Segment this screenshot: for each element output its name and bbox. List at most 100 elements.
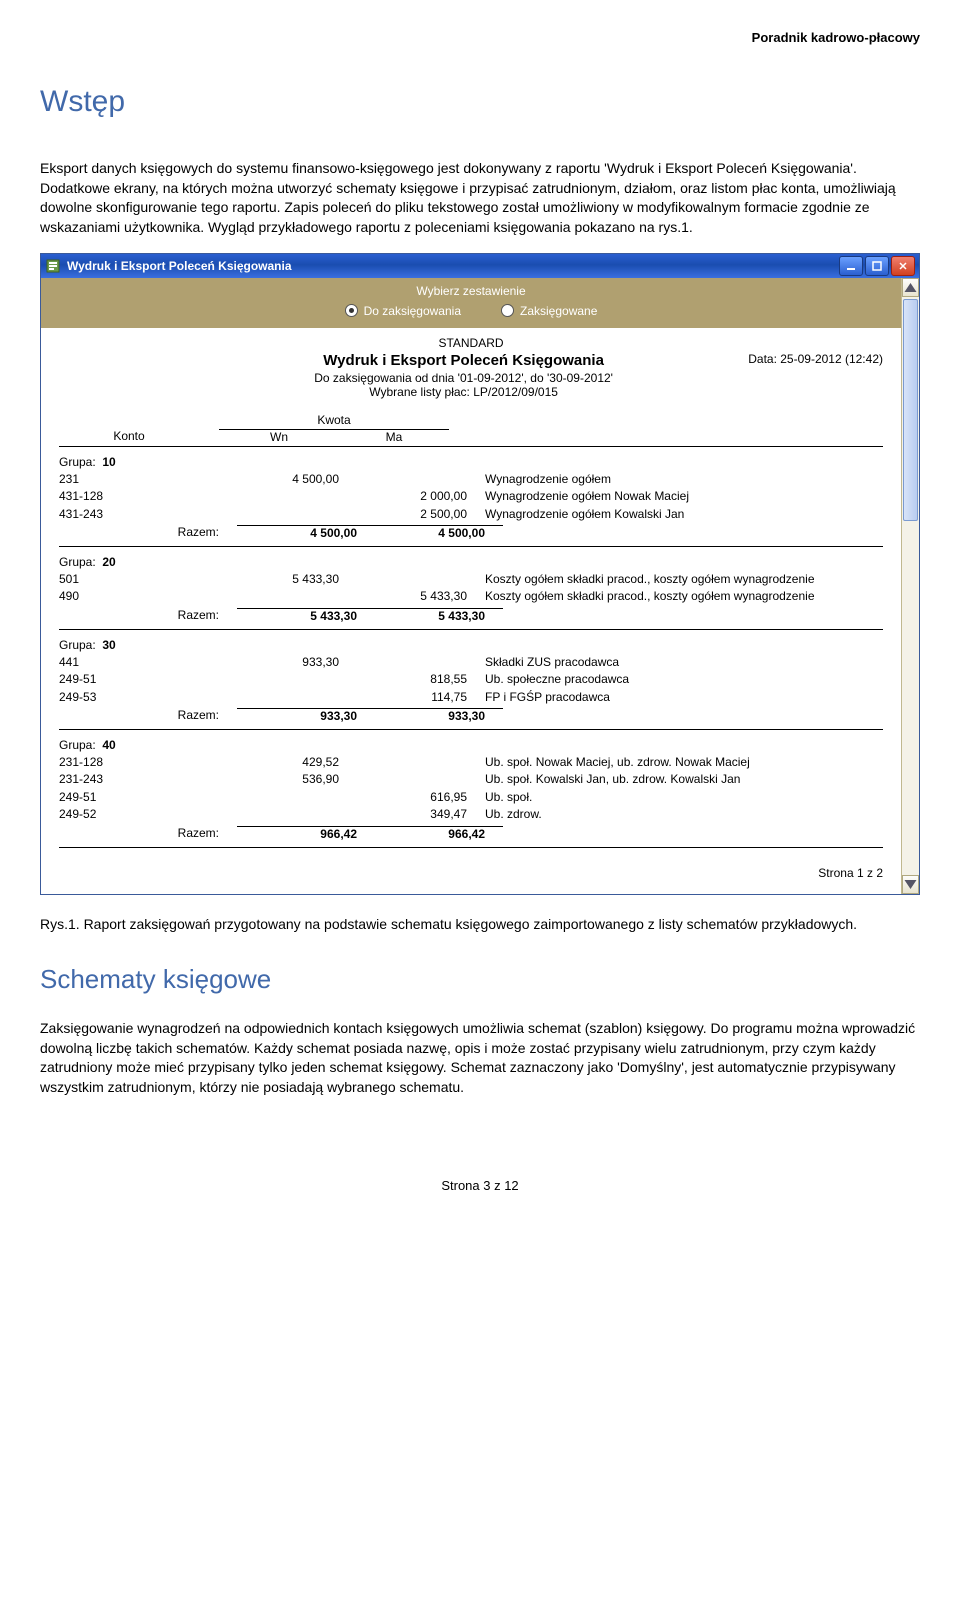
group-separator — [59, 546, 883, 547]
report-standard: STANDARD — [59, 336, 883, 350]
table-row: 431-128 2 000,00Wynagrodzenie ogółem Nowa… — [59, 488, 883, 505]
report-subtitle-range: Do zaksięgowania od dnia '01-09-2012', d… — [179, 371, 748, 385]
table-row: 431-2432 500,00Wynagrodzenie ogółem Kowa… — [59, 506, 883, 523]
document-header: Poradnik kadrowo-płacowy — [40, 30, 920, 45]
heading-intro: Wstęp — [40, 85, 920, 119]
cell-wn: 429,52 — [219, 754, 357, 771]
cell-ma: 2 000,00 — [357, 488, 485, 505]
heading-schemas: Schematy księgowe — [40, 964, 920, 995]
table-row: 231-243536,90 Ub. społ. Kowalski Jan, ub.… — [59, 771, 883, 788]
scroll-down-button[interactable] — [902, 875, 919, 894]
close-button[interactable] — [891, 256, 915, 276]
radio-to-post[interactable]: Do zaksięgowania — [345, 304, 461, 318]
scroll-thumb[interactable] — [903, 299, 918, 521]
cell-desc: Ub. zdrow. — [485, 806, 883, 823]
figure-caption: Rys.1. Raport zaksięgowań przygotowany n… — [40, 915, 920, 935]
group-label: Grupa: 40 — [59, 738, 883, 752]
cell-wn: 933,30 — [219, 654, 357, 671]
column-headers: Kwota Konto Wn Ma — [59, 413, 883, 447]
sum-row: Razem:5 433,305 433,30 — [59, 608, 883, 623]
cell-ma: 616,95 — [357, 789, 485, 806]
cell-wn: 5 433,30 — [219, 571, 357, 588]
cell-wn — [219, 671, 357, 688]
cell-konto: 501 — [59, 571, 219, 588]
filter-label: Wybierz zestawienie — [41, 284, 901, 298]
filter-panel: Wybierz zestawienie Do zaksięgowania Zak… — [41, 278, 901, 328]
cell-ma — [357, 771, 485, 788]
cell-desc: Ub. społ. Nowak Maciej, ub. zdrow. Nowak… — [485, 754, 883, 771]
sum-row: Razem:933,30933,30 — [59, 708, 883, 723]
table-row: 249-53 114,75FP i FGŚP pracodawca — [59, 689, 883, 706]
cell-ma — [357, 654, 485, 671]
minimize-button[interactable] — [839, 256, 863, 276]
cell-desc: Składki ZUS pracodawca — [485, 654, 883, 671]
sum-label: Razem: — [59, 708, 237, 723]
cell-konto: 431-243 — [59, 506, 219, 523]
sum-wn: 5 433,30 — [237, 608, 375, 623]
report-page-footer: Strona 1 z 2 — [59, 866, 883, 880]
cell-wn — [219, 488, 357, 505]
cell-konto: 249-52 — [59, 806, 219, 823]
radio-to-post-label: Do zaksięgowania — [364, 304, 461, 318]
cell-konto: 249-51 — [59, 789, 219, 806]
cell-desc: Ub. społ. Kowalski Jan, ub. zdrow. Kowal… — [485, 771, 883, 788]
cell-ma: 114,75 — [357, 689, 485, 706]
cell-wn — [219, 506, 357, 523]
radio-icon — [345, 304, 358, 317]
sum-ma: 933,30 — [375, 708, 503, 723]
account-group: Grupa: 40 231-128429,52 Ub. społ. Nowak Ma… — [59, 738, 883, 848]
cell-wn — [219, 588, 357, 605]
scroll-up-button[interactable] — [902, 278, 919, 297]
col-kwota: Kwota — [219, 413, 449, 427]
vertical-scrollbar[interactable] — [901, 278, 919, 893]
cell-desc: Wynagrodzenie ogółem Kowalski Jan — [485, 506, 883, 523]
cell-desc: Koszty ogółem składki pracod., koszty og… — [485, 571, 883, 588]
cell-konto: 249-53 — [59, 689, 219, 706]
cell-konto: 431-128 — [59, 488, 219, 505]
cell-ma: 5 433,30 — [357, 588, 485, 605]
cell-konto: 490 — [59, 588, 219, 605]
account-group: Grupa: 30441933,30Składki ZUS pracodawca… — [59, 638, 883, 730]
sum-label: Razem: — [59, 608, 237, 623]
sum-ma: 4 500,00 — [375, 525, 503, 540]
cell-konto: 249-51 — [59, 671, 219, 688]
group-separator — [59, 729, 883, 730]
maximize-button[interactable] — [865, 256, 889, 276]
app-icon — [45, 258, 61, 274]
sum-ma: 966,42 — [375, 826, 503, 841]
cell-desc: Ub. społeczne pracodawca — [485, 671, 883, 688]
cell-konto: 441 — [59, 654, 219, 671]
cell-desc: FP i FGŚP pracodawca — [485, 689, 883, 706]
cell-ma — [357, 571, 485, 588]
cell-wn: 4 500,00 — [219, 471, 357, 488]
cell-ma — [357, 754, 485, 771]
table-row: 441933,30 Składki ZUS pracodawca — [59, 654, 883, 671]
cell-wn: 536,90 — [219, 771, 357, 788]
sum-row: Razem:4 500,004 500,00 — [59, 525, 883, 540]
group-label: Grupa: 30 — [59, 638, 883, 652]
group-label: Grupa: 20 — [59, 555, 883, 569]
table-row: 249-51818,55Ub. społeczne pracodawca — [59, 671, 883, 688]
cell-desc: Wynagrodzenie ogółem Nowak Maciej — [485, 488, 883, 505]
cell-konto: 231-128 — [59, 754, 219, 771]
radio-icon — [501, 304, 514, 317]
schemas-paragraph: Zaksięgowanie wynagrodzeń na odpowiednic… — [40, 1019, 920, 1097]
radio-posted[interactable]: Zaksięgowane — [501, 304, 597, 318]
window-title: Wydruk i Eksport Poleceń Księgowania — [67, 259, 839, 273]
group-label: Grupa: 10 — [59, 455, 883, 469]
account-group: Grupa: 205015 433,30Koszty ogółem składk… — [59, 555, 883, 630]
sum-wn: 966,42 — [237, 826, 375, 841]
scroll-track[interactable] — [902, 297, 919, 874]
window-buttons — [839, 256, 915, 276]
cell-wn — [219, 689, 357, 706]
sum-label: Razem: — [59, 826, 237, 841]
report-date: Data: 25-09-2012 (12:42) — [748, 350, 883, 366]
table-row: 249-52349,47Ub. zdrow. — [59, 806, 883, 823]
intro-paragraph: Eksport danych księgowych do systemu fin… — [40, 159, 920, 237]
account-group: Grupa: 10 2314 500,00Wynagrodzenie ogółem… — [59, 455, 883, 547]
cell-konto: 231-243 — [59, 771, 219, 788]
table-row: 2314 500,00Wynagrodzenie ogółem — [59, 471, 883, 488]
sum-wn: 4 500,00 — [237, 525, 375, 540]
sum-wn: 933,30 — [237, 708, 375, 723]
col-wn: Wn — [219, 429, 339, 444]
